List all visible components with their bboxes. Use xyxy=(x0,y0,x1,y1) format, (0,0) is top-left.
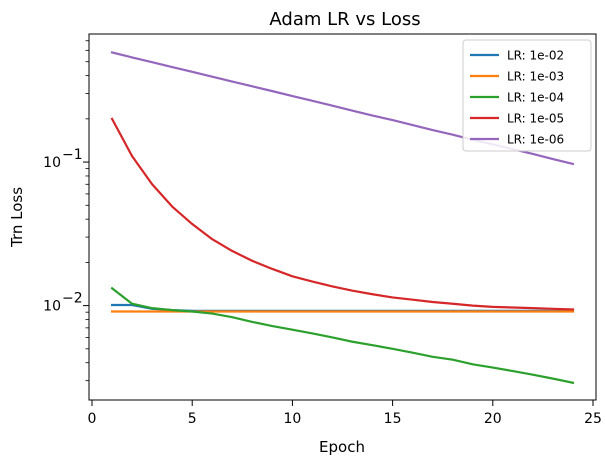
x-tick-label: 15 xyxy=(384,411,402,427)
series-line-lr-1e-05 xyxy=(110,117,575,311)
y-tick-label: 10 xyxy=(43,155,61,171)
x-axis-title: Epoch xyxy=(319,438,365,456)
legend-label: LR: 1e-06 xyxy=(507,133,564,147)
series-line-lr-1e-04 xyxy=(110,286,575,385)
legend-label: LR: 1e-03 xyxy=(507,70,564,84)
chart-title: Adam LR vs Loss xyxy=(269,9,420,30)
legend-label: LR: 1e-05 xyxy=(507,112,564,126)
y-tick-label-exponent: −1 xyxy=(62,147,83,163)
y-axis-title: Trn Loss xyxy=(8,187,26,248)
legend-box xyxy=(462,39,592,152)
legend-label: LR: 1e-04 xyxy=(507,91,564,105)
legend: LR: 1e-02 LR: 1e-03 LR: 1e-04 LR: 1e-05 LR: … xyxy=(462,39,592,152)
x-axis: 0 5 10 15 20 25 xyxy=(88,400,602,427)
legend-label: LR: 1e-02 xyxy=(507,49,564,63)
y-tick-label-base: 10 xyxy=(43,299,61,315)
x-tick-label: 0 xyxy=(88,411,97,427)
x-tick-label: 20 xyxy=(484,411,502,427)
plot-area: 0 5 10 15 20 25 10−210−1 xyxy=(43,33,602,427)
x-tick-label: 5 xyxy=(188,411,197,427)
x-tick-label: 25 xyxy=(584,411,602,427)
y-tick-label-exponent: −2 xyxy=(62,291,83,307)
x-tick-label: 10 xyxy=(283,411,301,427)
y-tick-label-base: 10 xyxy=(43,155,61,171)
plot-frame xyxy=(88,33,597,401)
y-tick-label: 10 xyxy=(43,299,61,315)
y-axis: 10−210−1 xyxy=(43,40,89,382)
